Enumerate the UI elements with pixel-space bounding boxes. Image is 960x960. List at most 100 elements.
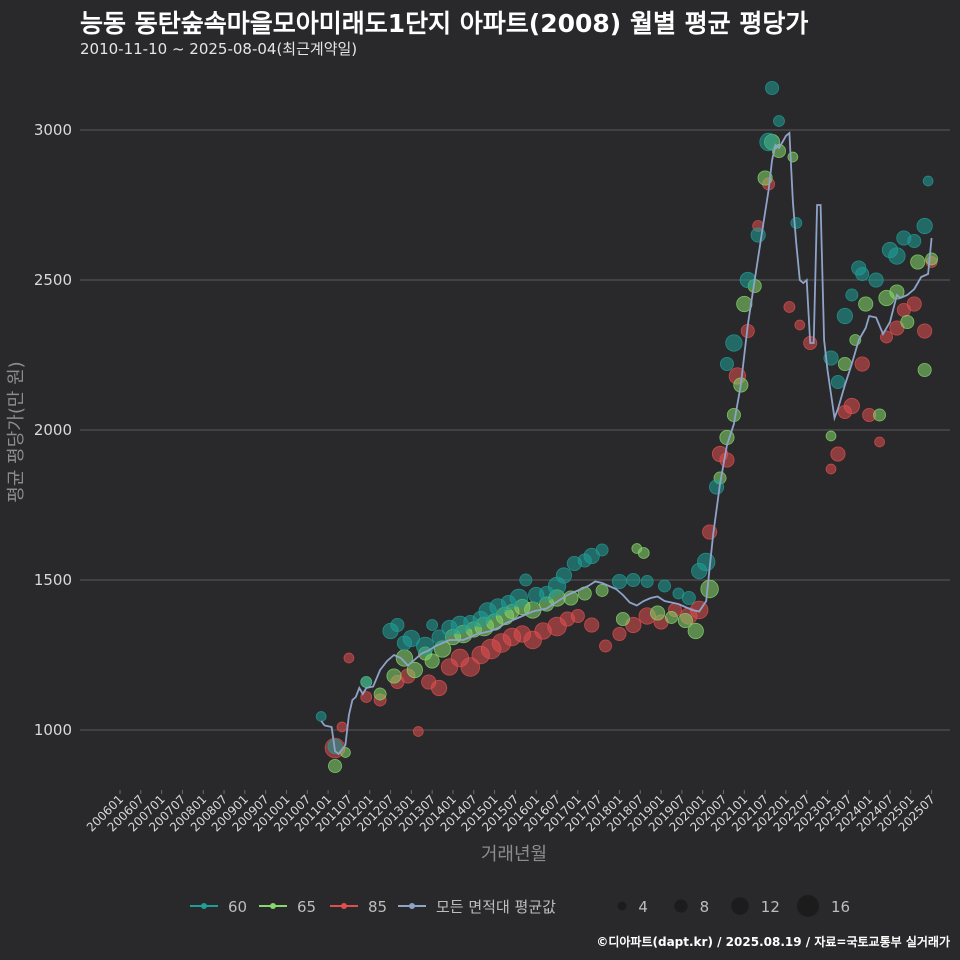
bubble-s65	[595, 584, 609, 597]
bubble-s60	[640, 575, 654, 588]
bubble-s65	[825, 430, 837, 442]
bubble-s65	[424, 653, 440, 669]
bubble-s60	[922, 175, 934, 187]
legend-size-bubble	[617, 901, 627, 911]
y-tick-label: 2500	[34, 271, 72, 289]
bubble-s60	[595, 543, 609, 557]
bubble-s85	[460, 657, 481, 677]
legend-dot-s85	[341, 903, 347, 909]
series-65-bubbles	[328, 133, 939, 774]
bubble-s65	[787, 151, 799, 163]
bubble-s65	[736, 295, 753, 313]
y-axis-ticks: 1000 1500 2000 2500 3000	[34, 121, 72, 739]
bubble-s65	[910, 254, 926, 270]
bubble-s60	[836, 307, 853, 325]
legend-size-bubble	[731, 897, 749, 915]
bubble-s60	[907, 233, 922, 248]
bubble-s65	[873, 408, 887, 422]
bubble-s85	[430, 679, 448, 697]
bubble-s60	[360, 676, 372, 688]
bubble-s60	[830, 374, 845, 389]
x-axis-title: 거래년월	[481, 844, 547, 865]
chart-title: 능동 동탄숲속마을모아미래도1단지 아파트(2008) 월별 평균 평당가	[80, 9, 809, 38]
legend-label-s65: 65	[297, 898, 316, 916]
bubble-s65	[700, 579, 719, 599]
bubble-s85	[825, 463, 837, 475]
average-line-group	[320, 131, 933, 756]
bubble-s65	[687, 622, 704, 640]
bubble-s85	[917, 323, 933, 339]
bubble-s60	[555, 567, 573, 584]
bubble-s85	[570, 609, 585, 624]
bubble-s60	[725, 334, 743, 352]
bubble-s65	[650, 605, 666, 621]
average-line	[320, 131, 933, 756]
bubble-s85	[843, 397, 860, 415]
bubble-s60	[390, 618, 405, 633]
bubble-s60	[681, 591, 696, 606]
legend-size-label: 4	[638, 898, 648, 916]
bubble-s60	[426, 619, 439, 631]
bubble-s65	[615, 612, 630, 627]
bubble-s85	[584, 617, 600, 633]
chart-subtitle: 2010-11-10 ~ 2025-08-04(최근계약일)	[80, 40, 358, 58]
bubble-s60	[519, 573, 533, 587]
bubble-s85	[854, 356, 870, 372]
footer-credit: ©디아파트(dapt.kr) / 2025.08.19 / 자료=국토교통부 실…	[596, 935, 950, 949]
bubble-s60	[583, 547, 600, 565]
bubble-s60	[845, 288, 859, 302]
bubble-s60	[868, 272, 884, 288]
bubble-s65	[637, 547, 650, 559]
bubble-s60	[696, 552, 716, 572]
bubble-s65	[900, 314, 915, 329]
bubble-s65	[889, 284, 905, 300]
y-tick-label: 3000	[34, 121, 72, 139]
bubble-s85	[719, 452, 735, 468]
bubble-s65	[665, 611, 678, 624]
bubble-s60	[790, 217, 803, 229]
bubble-s60	[611, 573, 627, 590]
bubble-s85	[599, 639, 613, 653]
y-tick-label: 2000	[34, 421, 72, 439]
bubble-s85	[343, 652, 355, 664]
bubble-s60	[315, 711, 327, 722]
gridlines	[80, 129, 950, 731]
bubble-s65	[373, 687, 387, 701]
bubble-s85	[783, 301, 796, 313]
bubble-s85	[906, 296, 922, 312]
bubble-s60	[888, 247, 906, 265]
legend-label-avg: 모든 면적대 평균값	[436, 898, 556, 916]
y-axis-title: 평균 평당가(만 원)	[6, 361, 27, 502]
bubble-s65	[677, 612, 693, 629]
bubble-s65	[386, 668, 402, 684]
bubble-s60	[773, 115, 785, 127]
bubble-s60	[402, 629, 420, 648]
bubble-s60	[709, 479, 725, 495]
legend-size-bubble	[674, 899, 688, 913]
y-tick-label: 1000	[34, 721, 72, 739]
bubble-s60	[509, 588, 529, 608]
bubble-s60	[765, 81, 780, 96]
legend-size-label: 12	[761, 898, 780, 916]
x-axis-ticks: 2006012006072007012007072008012008072009…	[84, 790, 938, 835]
legend-size-bubble	[797, 895, 819, 917]
legend-dot-avg	[409, 903, 415, 909]
legend-dot-s60	[201, 903, 207, 909]
bubble-s60	[916, 217, 933, 235]
legend-dot-s65	[270, 903, 276, 909]
bubble-s65	[328, 759, 343, 774]
bubble-s65	[925, 252, 939, 266]
bubble-s65	[406, 661, 423, 679]
legend-label-s60: 60	[228, 898, 247, 916]
bubble-s60	[719, 356, 734, 371]
legend-label-s85: 85	[368, 898, 387, 916]
bubble-s85	[336, 721, 348, 733]
bubble-s85	[874, 436, 885, 448]
bubble-s85	[612, 627, 627, 642]
bubble-s65	[917, 362, 932, 377]
bubble-s85	[412, 726, 424, 737]
legend-size-label: 16	[831, 898, 850, 916]
y-tick-label: 1500	[34, 571, 72, 589]
